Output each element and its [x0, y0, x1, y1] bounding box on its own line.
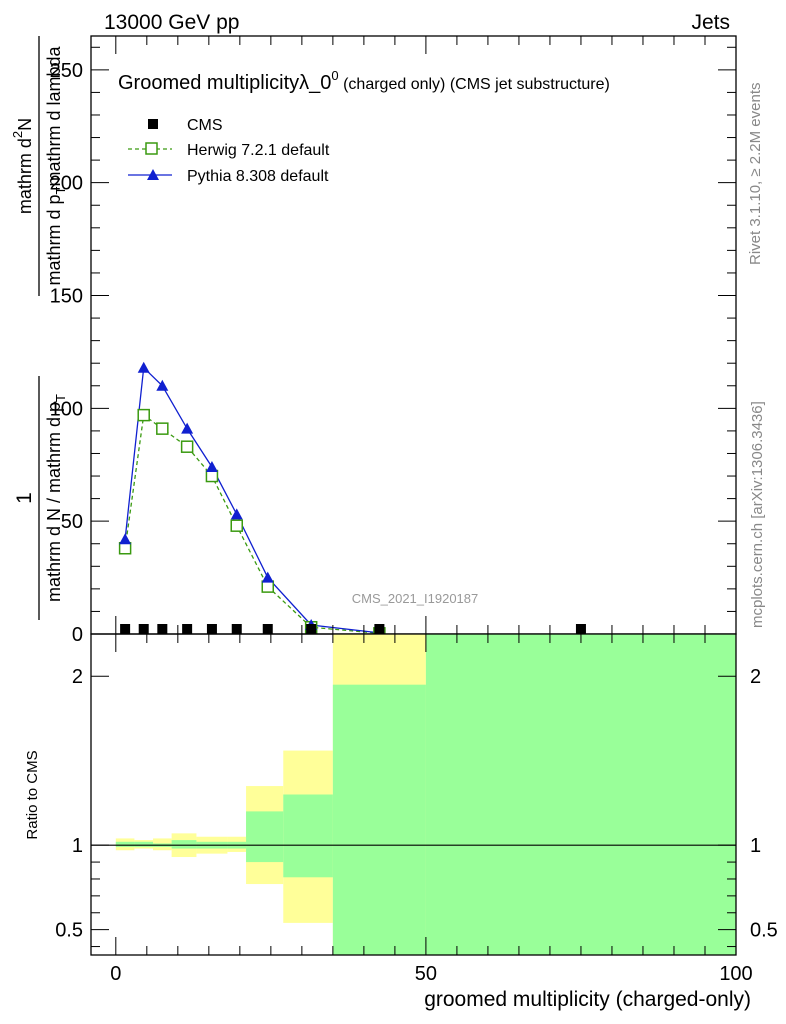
cms-point: [206, 624, 217, 634]
herwig-point: [137, 408, 150, 422]
y-axis-label: 1 mathrm d N / mathrm d pT mathrm d2N ma…: [10, 36, 68, 620]
y-tick-label: 0: [72, 624, 83, 646]
cms-point: [374, 624, 385, 634]
legend-herwig-marker: [145, 142, 158, 155]
y-tick-label: 50: [61, 511, 83, 533]
pythia-point: [261, 571, 274, 583]
pythia-series-line: [124, 366, 380, 634]
pythia-point: [156, 379, 169, 391]
x-axis-label: groomed multiplicity (charged-only): [424, 988, 751, 1011]
herwig-series-line: [124, 413, 380, 634]
cms-point: [262, 624, 273, 634]
green-band-bin: [283, 794, 333, 878]
y-label-denominator-1: mathrm d N / mathrm d pT: [44, 394, 68, 602]
herwig-point: [261, 580, 275, 593]
y-label-numerator-1: 1: [13, 492, 36, 504]
plot-title: Groomed multiplicityλ_00 (charged only) …: [118, 68, 610, 94]
legend-pythia-marker: [147, 169, 159, 180]
green-band-bin: [246, 811, 284, 863]
cms-point: [182, 624, 193, 634]
legend-herwig-label: Herwig 7.2.1 default: [187, 142, 330, 159]
y-label-numerator-2: mathrm d2N: [10, 118, 35, 214]
ratio-y-tick-label-left: 0.5: [55, 920, 83, 942]
mcplots-label: mcplots.cern.ch [arXiv:1306.3436]: [749, 401, 766, 628]
cms-point: [231, 624, 242, 634]
cms-point: [306, 624, 317, 634]
ratio-y-tick-label-right: 2: [750, 666, 761, 688]
pythia-point: [181, 422, 194, 434]
cms-point: [138, 624, 149, 634]
y-label-numerator-2-a: mathrm d: [15, 138, 35, 214]
ratio-y-tick-label-right: 0.5: [750, 920, 778, 942]
green-band-bin: [425, 634, 736, 955]
y-label-denominator-1-a: mathrm d N / mathrm d p: [44, 402, 64, 602]
plot-title-subtitle: (charged only) (CMS jet substructure): [339, 76, 610, 93]
x-tick-label: 100: [719, 963, 752, 985]
plot-title-superscript: 0: [331, 68, 338, 83]
ratio-y-tick-label-left: 2: [72, 666, 83, 688]
y-tick-label: 150: [50, 286, 83, 308]
y-tick-label: 100: [50, 398, 83, 420]
ratio-y-axis-label: Ratio to CMS: [24, 750, 41, 839]
y-label-denominator-2-b: mathrm d lambda: [44, 45, 64, 186]
cms-point: [120, 624, 131, 634]
y-label-denominator-2: mathrm d pTmathrm d lambda: [44, 45, 68, 285]
header-left: 13000 GeV pp: [104, 11, 239, 34]
plot-title-main: Groomed multiplicityλ_0: [118, 72, 331, 94]
ratio-plot-frame: [90, 633, 737, 956]
pythia-point: [230, 508, 243, 520]
green-band-bin: [115, 841, 135, 847]
green-band-bin: [134, 841, 154, 847]
x-tick-label: 50: [415, 963, 437, 985]
y-label-numerator-2-b: N: [15, 118, 35, 131]
x-tick-label: 0: [110, 963, 121, 985]
pythia-point: [137, 361, 150, 373]
legend-pythia-label: Pythia 8.308 default: [187, 168, 329, 185]
analysis-watermark: CMS_2021_I1920187: [352, 591, 479, 606]
y-label-denominator-2-sub: T: [53, 186, 68, 194]
legend: CMS Herwig 7.2.1 default Pythia 8.308 de…: [128, 117, 330, 185]
legend-cms-label: CMS: [187, 117, 223, 134]
header-right: Jets: [691, 11, 730, 34]
green-band-bin: [171, 840, 197, 849]
y-label-numerator-2-sup: 2: [10, 131, 25, 138]
pythia-point: [205, 461, 218, 473]
y-tick-label: 200: [50, 173, 83, 195]
herwig-point: [230, 519, 243, 532]
pythia-point: [119, 533, 132, 545]
ratio-y-tick-label-right: 1: [750, 835, 761, 857]
y-label-denominator-1-sub: T: [53, 394, 68, 402]
ratio-y-tick-label-left: 1: [72, 835, 83, 857]
green-band-bin: [332, 684, 426, 955]
herwig-point: [180, 440, 194, 453]
herwig-point: [118, 541, 132, 555]
legend-cms-marker: [148, 119, 158, 129]
y-tick-label: 250: [50, 60, 83, 82]
herwig-point: [156, 422, 169, 435]
ratio-plot-panel: 0 50 100 0.5 0.5 1 1 2 2: [55, 633, 778, 985]
y-label-denominator-2-a: mathrm d p: [44, 194, 64, 285]
herwig-point: [205, 469, 219, 483]
rivet-label: Rivet 3.1.10, ≥ 2.2M events: [747, 83, 764, 266]
cms-point: [157, 624, 168, 634]
